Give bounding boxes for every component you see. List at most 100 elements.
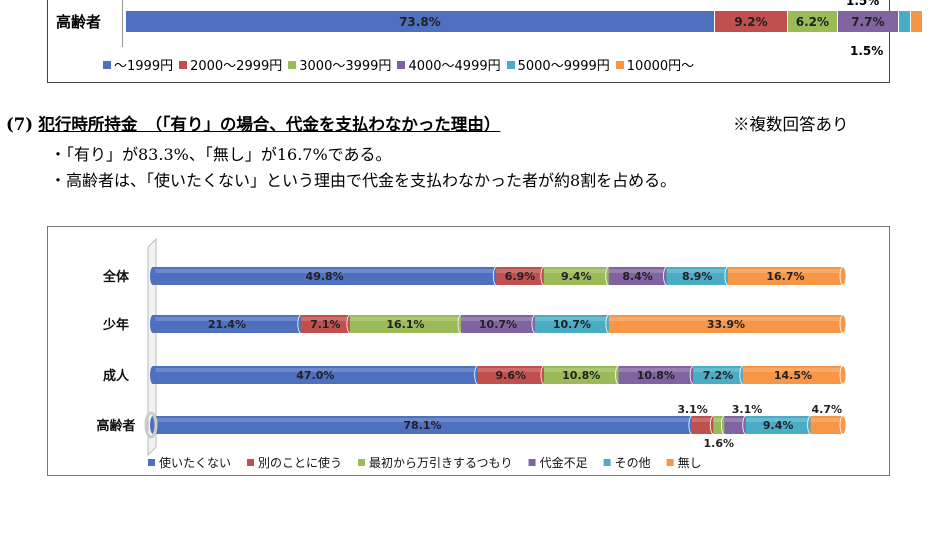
top-chart-legend-item: 4000～4999円 — [397, 55, 501, 74]
chart-side-wall — [147, 237, 157, 457]
bar-segment-highlight — [153, 418, 692, 422]
bar-segment — [300, 315, 350, 333]
bullet-2: ・高齢者は、「使いたくない」という理由で代金を支払わなかった者が約8割を占める。 — [50, 171, 677, 190]
data-label: 9.4% — [561, 270, 592, 283]
top-chart-segment: 9.2% — [714, 11, 789, 32]
bar-segment — [543, 267, 609, 285]
top-chart-segment: 73.8% — [126, 11, 715, 32]
category-label: 成人 — [103, 368, 130, 384]
data-label: 10.7% — [553, 318, 591, 331]
bar-segment — [153, 416, 692, 434]
chart-base-marker — [144, 411, 158, 439]
legend-label: 使いたくない — [159, 455, 231, 470]
top-chart-segment-label: 6.2% — [795, 14, 830, 29]
legend-label: 2000～2999円 — [190, 59, 283, 74]
legend-label: 4000～4999円 — [408, 59, 501, 74]
top-chart-segment-label: 73.8% — [399, 14, 441, 29]
bar-left-cap — [150, 366, 156, 384]
top-chart-segment — [899, 11, 912, 32]
section-title: 犯行時所持金 （「有り」の場合、代金を支払わなかった理由） — [38, 115, 501, 134]
data-label: 16.7% — [766, 270, 804, 283]
bar-segment-highlight — [300, 317, 350, 321]
category-label: 少年 — [102, 317, 129, 333]
legend-swatch — [358, 459, 366, 466]
legend-label: 代金不足 — [540, 455, 588, 470]
main-chart-box: 全体 49.8% 6.9% 9.4% 8.4% 8.9% 16.7% 少年 21.4% 7.1% 1… — [47, 226, 890, 476]
legend-label: ～1999円 — [114, 59, 174, 74]
bar-segment — [534, 315, 609, 333]
bullet-1: ・「有り」が83.3%、「無し」が16.7%である。 — [50, 145, 392, 164]
bar-left-cap — [150, 267, 156, 285]
bar-segment-cap — [839, 266, 847, 286]
bar-segment — [461, 315, 535, 333]
data-label: 8.9% — [682, 270, 713, 283]
data-label: 3.1% — [732, 403, 763, 416]
top-chart-legend-item: ～1999円 — [103, 55, 173, 74]
legend-swatch — [179, 60, 188, 69]
bar-segment-highlight — [534, 317, 609, 321]
data-label: 3.1% — [677, 403, 708, 416]
top-chart-segment — [911, 11, 923, 32]
legend-label: 別のことに使う — [258, 455, 342, 470]
legend-label: 無し — [678, 455, 702, 470]
bar-segment-cap — [839, 365, 847, 385]
top-chart-callout-lower: 1.5% — [850, 44, 884, 58]
top-chart-category-label: 高齢者 — [56, 13, 102, 31]
bar-segment-highlight — [727, 269, 843, 273]
bar-segment-highlight — [724, 418, 746, 422]
legend-swatch — [666, 459, 674, 466]
data-label: 10.8% — [637, 369, 675, 382]
top-chart-legend: ～1999円 2000～2999円 3000～3999円 4000～4999円 5000… — [103, 55, 694, 74]
legend-swatch — [397, 60, 406, 69]
bar-segment — [727, 267, 843, 285]
bar-segment-highlight — [745, 418, 811, 422]
bar-segment-highlight — [543, 368, 619, 372]
legend-swatch — [103, 60, 111, 69]
top-chart-segment-label: 7.7% — [851, 14, 885, 29]
data-label: 16.1% — [386, 318, 424, 331]
category-label: 全体 — [102, 269, 130, 285]
bar-segment-highlight — [349, 317, 462, 321]
bar-segment-highlight — [477, 368, 544, 372]
bar-segment — [713, 416, 725, 434]
data-label: 47.0% — [296, 369, 334, 382]
bar-segment — [691, 416, 714, 434]
data-label: 9.4% — [763, 419, 794, 432]
bar-segment-highlight — [496, 269, 544, 273]
data-label: 7.1% — [310, 318, 341, 331]
bar-segment-highlight — [713, 418, 725, 422]
top-chart-axis — [122, 0, 123, 47]
legend-swatch — [615, 60, 624, 69]
bar-segment-highlight — [608, 269, 667, 273]
section-note: ※複数回答あり — [733, 115, 849, 134]
bar-segment — [496, 267, 544, 285]
legend-label: その他 — [615, 456, 651, 470]
data-label: 6.9% — [505, 270, 536, 283]
data-label: 49.8% — [306, 270, 344, 283]
bar-segment-highlight — [618, 368, 694, 372]
data-label: 21.4% — [208, 318, 246, 331]
bar-segment — [608, 267, 667, 285]
legend-swatch — [506, 60, 515, 69]
bar-segment — [618, 366, 694, 384]
legend-label: 最初から万引きするつもり — [369, 456, 513, 470]
data-label: 7.2% — [703, 369, 734, 382]
bar-segment-highlight — [742, 368, 843, 372]
bar-segment — [477, 366, 544, 384]
legend-swatch — [288, 60, 297, 69]
bar-segment — [724, 416, 746, 434]
bar-segment — [349, 315, 462, 333]
bar-segment — [153, 315, 301, 333]
legend-label: 3000～3999円 — [299, 59, 392, 74]
top-chart-segment-label: 9.2% — [734, 14, 768, 29]
legend-label: 5000～9999円 — [517, 59, 610, 74]
stacked-bar-chart: 全体 49.8% 6.9% 9.4% 8.4% 8.9% 16.7% 少年 21.4% 7.1% 1… — [96, 237, 847, 470]
section-number: (7) — [6, 115, 34, 134]
top-chart-legend-item: 10000円～ — [615, 55, 694, 74]
bar-segment-highlight — [153, 317, 301, 321]
bar-segment — [810, 416, 843, 434]
bar-segment-highlight — [153, 269, 497, 273]
bar-segment-highlight — [693, 368, 743, 372]
bar-segment — [543, 366, 619, 384]
legend-swatch — [603, 459, 611, 466]
